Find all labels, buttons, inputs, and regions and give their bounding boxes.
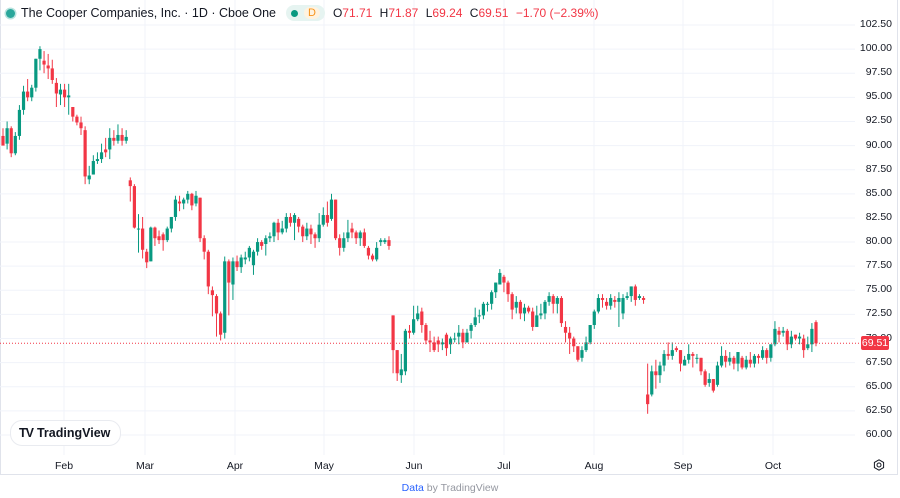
attribution: Data by TradingView — [401, 482, 499, 494]
price-tick-label: 95.00 — [865, 90, 892, 103]
market-status-badge[interactable]: D — [285, 5, 325, 21]
last-price-label: 69.51 — [861, 336, 889, 351]
chart-legend: The Cooper Companies, Inc. · 1D · Cboe O… — [6, 4, 603, 22]
high-value: 71.87 — [388, 6, 419, 20]
price-tick-label: 92.50 — [865, 114, 892, 127]
close-value: 69.51 — [478, 6, 509, 20]
symbol-logo-icon — [6, 8, 15, 18]
price-tick-label: 82.50 — [865, 210, 892, 223]
time-tick-label: Feb — [54, 460, 74, 472]
price-tick-label: 77.50 — [865, 259, 892, 272]
time-tick-label: Mar — [135, 460, 155, 472]
change-value: −1.70 (−2.39%) — [515, 6, 599, 20]
price-tick-label: 102.50 — [859, 18, 892, 30]
ohlc-values: O71.71 H71.87 L69.24 C69.51 −1.70 (−2.39… — [332, 6, 599, 20]
price-tick-label: 90.00 — [865, 138, 892, 151]
price-tick-label: 85.00 — [865, 186, 892, 199]
time-tick-label: Apr — [226, 460, 244, 472]
price-tick-label: 75.00 — [865, 283, 892, 296]
chart-frame — [0, 0, 898, 475]
tradingview-logo[interactable]: TV TradingView — [10, 420, 122, 446]
low-value: 69.24 — [432, 6, 463, 20]
price-tick-label: 67.50 — [865, 355, 892, 368]
time-tick-label: Oct — [764, 460, 782, 472]
market-open-icon — [290, 9, 298, 17]
data-link[interactable]: Data — [401, 482, 424, 494]
price-tick-label: 60.00 — [865, 427, 892, 440]
time-tick-label: Sep — [673, 460, 693, 472]
time-tick-label: Jul — [497, 460, 511, 472]
price-tick-label: 72.50 — [865, 307, 892, 320]
logo-text: TradingView — [36, 426, 111, 440]
interval-badge: D — [303, 7, 320, 19]
time-tick-label: Aug — [584, 460, 604, 472]
symbol-title[interactable]: The Cooper Companies, Inc. · 1D · Cboe O… — [21, 6, 276, 20]
settings-gear-icon[interactable] — [873, 459, 885, 471]
time-tick-label: Jun — [405, 460, 423, 472]
price-tick-label: 87.50 — [865, 162, 892, 175]
price-tick-label: 65.00 — [865, 379, 892, 392]
price-tick-label: 80.00 — [865, 235, 892, 248]
price-tick-label: 100.00 — [859, 42, 892, 55]
tradingview-mark-icon: TV — [19, 426, 34, 440]
open-value: 71.71 — [342, 6, 373, 20]
price-tick-label: 62.50 — [865, 403, 892, 416]
time-tick-label: May — [314, 460, 334, 472]
price-tick-label: 97.50 — [865, 66, 892, 79]
candlestick-plot[interactable] — [0, 0, 900, 475]
